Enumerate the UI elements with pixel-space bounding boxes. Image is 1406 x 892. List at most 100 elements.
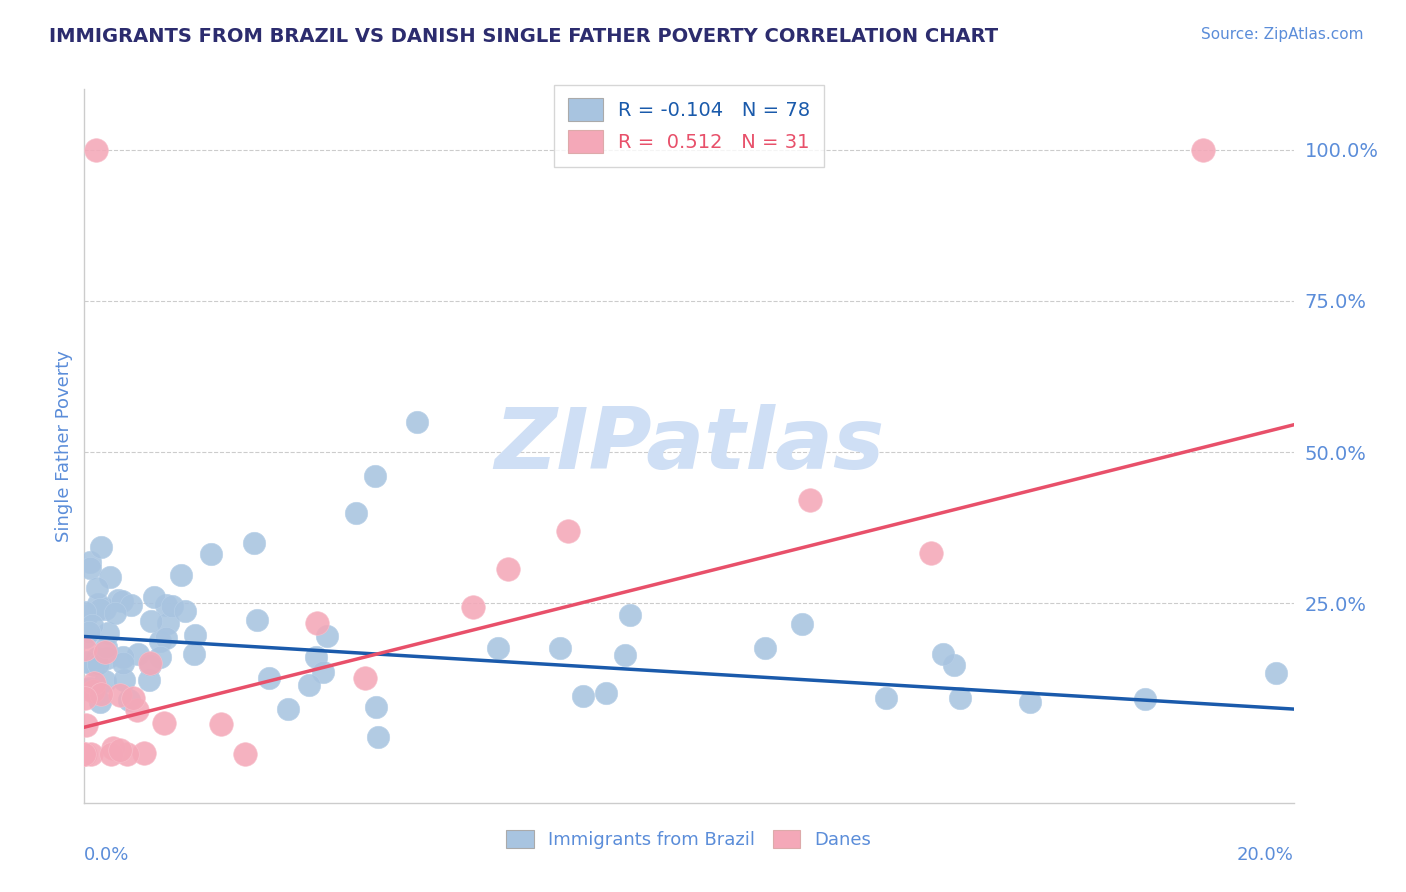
Point [155, 598, 177, 612]
Point [298, 678, 321, 692]
Point [90, 687, 112, 701]
Point [257, 671, 280, 685]
Point [86, 143, 108, 157]
Point [86, 650, 108, 665]
Point [595, 686, 617, 700]
Point [571, 689, 593, 703]
Point [111, 656, 134, 670]
Point [619, 608, 641, 623]
Point [139, 656, 162, 670]
Point [83, 657, 105, 672]
Point [792, 617, 814, 632]
Point [613, 648, 636, 663]
Point [920, 546, 942, 560]
Point [367, 730, 389, 744]
Point [76, 655, 98, 669]
Legend: Immigrants from Brazil, Danes: Immigrants from Brazil, Danes [498, 821, 880, 858]
Point [138, 658, 160, 673]
Point [73, 747, 96, 762]
Point [94, 674, 117, 689]
Point [107, 592, 129, 607]
Point [363, 469, 385, 483]
Point [94, 640, 117, 654]
Point [93, 645, 115, 659]
Point [346, 506, 368, 520]
Point [86, 581, 108, 595]
Point [949, 690, 972, 705]
Point [76, 608, 98, 623]
Point [112, 650, 135, 665]
Point [89, 602, 111, 616]
Point [89, 695, 111, 709]
Point [79, 555, 101, 569]
Point [75, 605, 97, 619]
Point [98, 570, 121, 584]
Point [96, 626, 118, 640]
Point [1192, 143, 1215, 157]
Point [75, 717, 97, 731]
Point [305, 649, 328, 664]
Point [125, 703, 148, 717]
Point [316, 629, 339, 643]
Point [79, 560, 101, 574]
Point [149, 633, 172, 648]
Point [75, 690, 97, 705]
Point [115, 747, 138, 762]
Point [139, 614, 162, 628]
Text: 20.0%: 20.0% [1237, 846, 1294, 863]
Point [82, 618, 104, 632]
Y-axis label: Single Father Poverty: Single Father Poverty [55, 350, 73, 542]
Point [1265, 666, 1288, 681]
Point [77, 624, 100, 639]
Point [79, 681, 101, 695]
Point [143, 590, 166, 604]
Point [83, 675, 105, 690]
Point [112, 673, 135, 688]
Point [104, 606, 127, 620]
Point [82, 683, 104, 698]
Point [942, 658, 965, 673]
Point [149, 650, 172, 665]
Point [200, 547, 222, 561]
Point [134, 746, 156, 760]
Point [155, 632, 177, 646]
Point [80, 747, 103, 762]
Point [1019, 696, 1042, 710]
Point [277, 702, 299, 716]
Point [100, 747, 122, 762]
Point [209, 717, 232, 731]
Point [406, 415, 429, 429]
Point [93, 602, 115, 616]
Point [235, 747, 257, 762]
Point [96, 651, 118, 665]
Point [111, 593, 134, 607]
Point [174, 604, 197, 618]
Point [354, 671, 377, 685]
Point [127, 647, 149, 661]
Point [184, 628, 207, 642]
Point [84, 683, 107, 698]
Point [931, 647, 953, 661]
Point [183, 647, 205, 661]
Point [75, 681, 97, 696]
Point [548, 640, 571, 655]
Point [118, 693, 141, 707]
Point [121, 691, 143, 706]
Point [101, 741, 124, 756]
Point [120, 598, 142, 612]
Point [312, 665, 335, 679]
Point [754, 641, 776, 656]
Point [108, 743, 131, 757]
Point [90, 540, 112, 554]
Point [110, 688, 132, 702]
Text: 0.0%: 0.0% [84, 846, 129, 863]
Point [461, 600, 484, 615]
Point [169, 568, 191, 582]
Point [496, 562, 519, 576]
Point [86, 598, 108, 612]
Point [156, 615, 179, 630]
Point [73, 641, 96, 656]
Point [73, 624, 96, 638]
Point [160, 599, 183, 613]
Point [138, 673, 160, 687]
